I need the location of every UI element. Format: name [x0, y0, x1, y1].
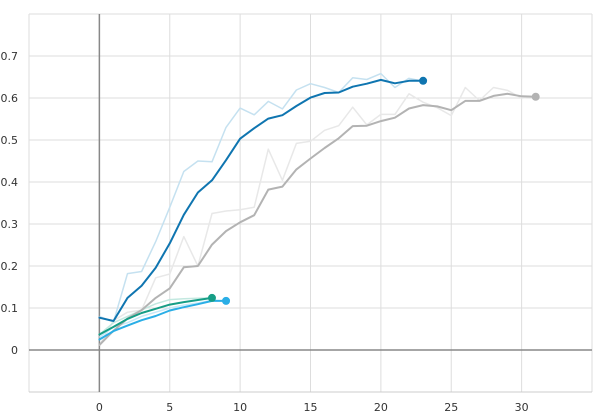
series-1-line — [98, 92, 537, 346]
y-tick-labels: 0 0.1 0.2 0.3 0.4 0.5 0.6 0.7 — [1, 50, 19, 357]
x-tick-labels: 0 5 10 15 20 25 30 — [96, 401, 529, 414]
y-tick-label: 0.1 — [1, 302, 19, 315]
vertical-gridlines — [28, 14, 593, 392]
series-0-raw-line — [99, 72, 424, 323]
series-0-end-point[interactable] — [419, 76, 428, 85]
y-tick-label: 0.3 — [1, 218, 19, 231]
x-tick-label: 5 — [166, 401, 173, 414]
series-2-raw-line — [98, 297, 213, 336]
series-0-line — [98, 78, 425, 322]
y-tick-label: 0.6 — [1, 92, 19, 105]
horizontal-gridlines — [29, 13, 592, 393]
series-2-end-point[interactable] — [207, 293, 216, 302]
x-tick-label: 25 — [444, 401, 458, 414]
x-tick-label: 15 — [304, 401, 318, 414]
x-tick-label: 10 — [233, 401, 247, 414]
series-3-line — [98, 299, 227, 341]
series-3-end-point[interactable] — [222, 296, 231, 305]
x-tick-label: 0 — [96, 401, 103, 414]
raw-series-lines — [98, 72, 536, 347]
y-tick-label: 0.5 — [1, 134, 19, 147]
y-tick-label: 0.2 — [1, 260, 19, 273]
y-tick-label: 0.4 — [1, 176, 19, 189]
y-tick-label: 0 — [11, 344, 18, 357]
x-tick-label: 20 — [374, 401, 388, 414]
series-end-markers — [207, 76, 540, 305]
series-2-line — [98, 296, 213, 336]
series-1-end-point[interactable] — [531, 92, 540, 101]
x-tick-label: 30 — [515, 401, 529, 414]
smoothed-series-lines — [98, 78, 537, 346]
series-1-raw-line — [98, 86, 536, 347]
y-tick-label: 0.7 — [1, 50, 19, 63]
axes — [28, 14, 592, 393]
